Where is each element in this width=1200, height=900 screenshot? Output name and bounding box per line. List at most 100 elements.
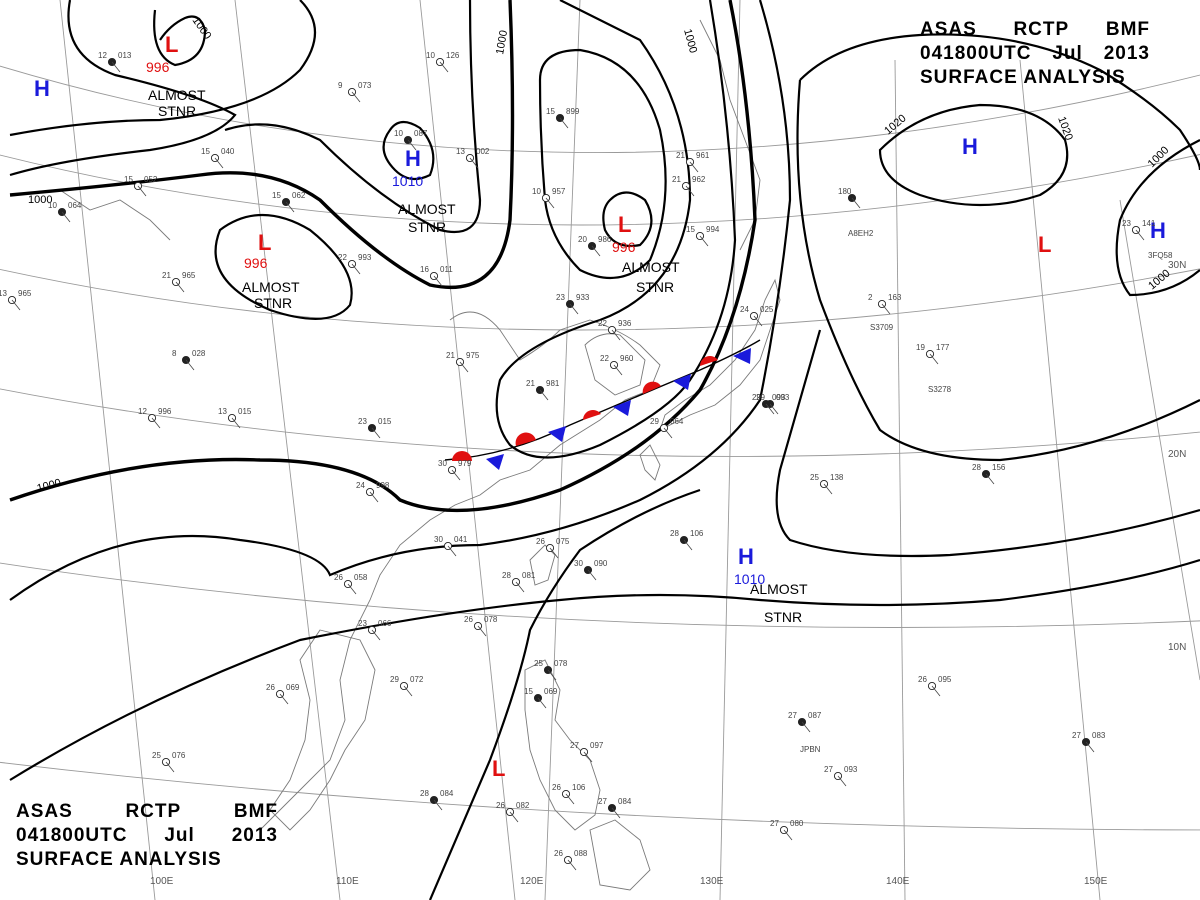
wind-barb xyxy=(151,417,161,429)
station-plot: 27 087 xyxy=(788,711,822,733)
almost-stnr-label: STNR xyxy=(158,103,196,119)
almost-stnr-label: ALMOST xyxy=(148,87,206,103)
station-plot: 8 028 xyxy=(172,349,206,371)
wind-barb xyxy=(165,761,175,773)
longitude-line xyxy=(234,0,341,900)
station-temperature: 15 xyxy=(272,191,281,200)
station-pressure: 084 xyxy=(618,797,632,806)
header-time: 041800UTC xyxy=(16,825,128,846)
station-plot: 29 064 xyxy=(650,417,684,439)
wind-barb xyxy=(111,61,121,73)
station-temperature: 22 xyxy=(600,354,609,363)
station-plot: 23 015 xyxy=(358,417,392,439)
wind-barb xyxy=(279,693,289,705)
station-pressure: 981 xyxy=(546,379,560,388)
warm-front-semicircle xyxy=(515,432,536,446)
station-temperature: 29 xyxy=(756,393,765,402)
station-temperature: 23 xyxy=(358,619,367,628)
wind-barb xyxy=(547,669,557,681)
station-plot: 27 083 xyxy=(1072,731,1106,753)
station-pressure: 082 xyxy=(516,801,530,810)
low-pressure-value: 996 xyxy=(244,255,268,271)
header-station-code: RCTP xyxy=(1013,19,1070,40)
station-plot: 25 076 xyxy=(152,751,186,773)
isobar-line xyxy=(1115,139,1200,297)
isobar-line xyxy=(602,191,653,248)
station-plot: 27 097 xyxy=(570,741,604,763)
station-pressure: 076 xyxy=(172,751,186,760)
header-product-code: BMF xyxy=(1105,19,1150,40)
station-pressure: 138 xyxy=(830,473,844,482)
station-plot: 16 011 xyxy=(420,265,453,287)
station-pressure: 163 xyxy=(888,293,902,302)
wind-barb xyxy=(11,299,21,311)
longitude-label: 140E xyxy=(886,876,910,887)
station-plot: 10 087 xyxy=(394,129,428,151)
latitude-line xyxy=(0,153,1200,226)
wind-barb xyxy=(459,361,469,373)
high-pressure-value: 1010 xyxy=(734,571,765,587)
station-pressure: 093 xyxy=(776,393,790,402)
station-pressure: 075 xyxy=(556,537,570,546)
station-temperature: 20 xyxy=(578,235,587,244)
high-pressure-value: 1010 xyxy=(392,173,423,189)
station-pressure: 073 xyxy=(358,81,372,90)
station-temperature: 28 xyxy=(502,571,511,580)
station-temperature: 26 xyxy=(552,783,561,792)
station-pressure: 072 xyxy=(410,675,424,684)
station-pressure: 957 xyxy=(552,187,566,196)
station-plot: 9 073 xyxy=(338,81,372,103)
station-temperature: 26 xyxy=(918,675,927,684)
station-plot: 13 965 xyxy=(0,289,32,311)
wind-barb xyxy=(545,197,555,209)
station-temperature: 22 xyxy=(338,253,347,262)
station-temperature: 15 xyxy=(546,107,555,116)
station-plot: 30 979 xyxy=(438,459,472,481)
header-line-1: ASAS RCTP BMF xyxy=(16,800,278,824)
wind-barb xyxy=(509,811,519,823)
lake-coast xyxy=(59,189,171,241)
wind-barb xyxy=(591,245,601,257)
wind-barb xyxy=(851,197,861,209)
station-plot: 30 041 xyxy=(434,535,468,557)
high-pressure-marker: H xyxy=(738,544,754,569)
station-pressure: 998 xyxy=(376,481,390,490)
station-pressure: 069 xyxy=(544,687,558,696)
station-temperature: 26 xyxy=(266,683,275,692)
station-plot: 26 088 xyxy=(554,849,588,871)
isobar-line xyxy=(9,0,317,137)
isobar-line xyxy=(428,488,701,900)
isobar-line xyxy=(224,0,482,234)
wind-barb xyxy=(137,185,147,197)
isobar-line xyxy=(796,79,1200,462)
header-line-2: 041800UTC Jul 2013 xyxy=(920,42,1150,66)
station-pressure: 087 xyxy=(808,711,822,720)
longitude-line xyxy=(1019,59,1101,900)
latitude-label: 10N xyxy=(1168,642,1186,653)
station-pressure: 083 xyxy=(1092,731,1106,740)
wind-barb xyxy=(433,799,443,811)
station-temperature: 23 xyxy=(358,417,367,426)
latitude-line xyxy=(0,268,1200,331)
station-temperature: 29 xyxy=(390,675,399,684)
station-pressure: 986 xyxy=(598,235,612,244)
longitude-line xyxy=(894,59,906,900)
station-plot: 10 126 xyxy=(426,51,460,73)
longitude-line xyxy=(419,0,516,900)
header-line-1: ASAS RCTP BMF xyxy=(920,18,1150,42)
warm-front-semicircle xyxy=(700,356,718,366)
station-temperature: 24 xyxy=(356,481,365,490)
header-area-code: ASAS xyxy=(920,19,977,40)
station-pressure: 090 xyxy=(594,559,608,568)
almost-stnr-label: ALMOST xyxy=(242,279,300,295)
header-year: 2013 xyxy=(231,825,278,846)
station-pressure: 106 xyxy=(572,783,586,792)
wind-barb xyxy=(549,547,559,559)
wind-barb xyxy=(371,629,381,641)
latitude-label: 20N xyxy=(1168,449,1186,460)
station-temperature: 9 xyxy=(338,81,343,90)
station-temperature: 27 xyxy=(788,711,797,720)
station-temperature: 2 xyxy=(868,293,873,302)
